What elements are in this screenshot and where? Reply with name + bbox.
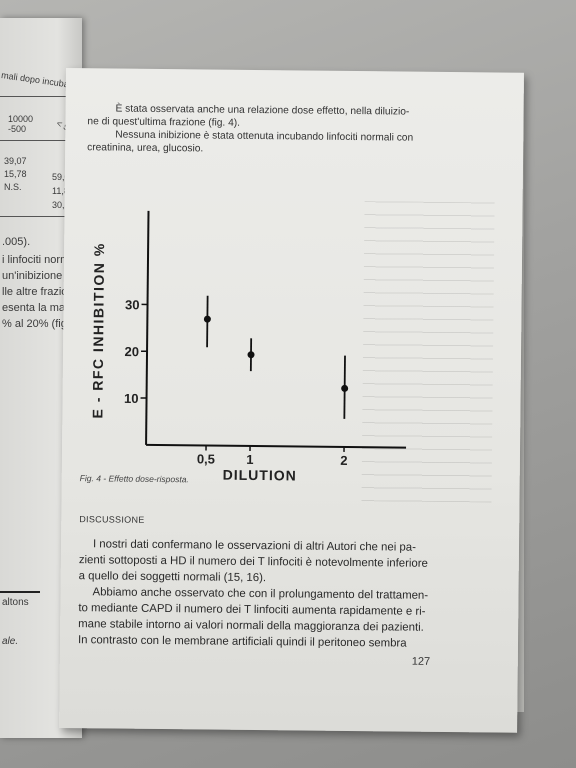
- y-tick-label: 10: [124, 391, 139, 406]
- left-text-line: i linfociti norma: [2, 254, 76, 266]
- intro-line: creatinina, urea, glucosio.: [87, 142, 204, 155]
- x-axis-line: [146, 443, 407, 449]
- page-number: 127: [411, 655, 431, 668]
- x-tick-label: 2: [340, 453, 347, 468]
- table-rule: [0, 216, 82, 217]
- left-axis-line: [0, 591, 40, 593]
- left-cell: 30,47: [52, 200, 75, 210]
- left-text-line: % al 20% (fig. 3: [2, 318, 80, 330]
- y-axis-line: [145, 210, 150, 445]
- data-point: [341, 384, 349, 392]
- x-tick-label: 1: [246, 452, 253, 467]
- left-text-line: .005).: [2, 236, 31, 248]
- x-axis-title: DILUTION: [223, 467, 297, 484]
- left-cell: N.S.: [4, 182, 22, 192]
- figure-caption: Fig. 4 - Effetto dose-risposta.: [79, 473, 189, 485]
- intro-line: ne di quest'ultima frazione (fig. 4).: [87, 116, 241, 129]
- left-cell: 11,82: [52, 186, 74, 196]
- left-text-line: lle altre frazion: [2, 286, 74, 298]
- right-page: È stata osservata anche una relazione do…: [59, 68, 524, 733]
- table-rule: [0, 140, 82, 141]
- y-tick-label: 30: [125, 297, 140, 312]
- left-cell: 59,04: [52, 172, 75, 182]
- data-point: [247, 351, 255, 359]
- left-text-line: esenta la mass: [2, 302, 76, 314]
- left-cell: -500: [8, 124, 27, 134]
- left-cell: 39,07: [4, 156, 27, 166]
- x-tick-label: 0,5: [197, 451, 215, 466]
- discussion-line: a quello dei soggetti normali (15, 16).: [78, 570, 267, 585]
- left-cell: 10000: [8, 114, 34, 124]
- y-axis-title: E - RFC INHIBITION %: [89, 242, 107, 418]
- table-rule: [0, 96, 82, 97]
- data-point: [203, 315, 211, 323]
- left-text-line: ale.: [2, 636, 19, 647]
- left-cell: 15,78: [4, 169, 27, 179]
- y-tick-label: 20: [124, 344, 139, 359]
- discussion-line: In contrasto con le membrane artificiali…: [77, 634, 407, 650]
- dose-response-chart: 10 20 30 0,5 1 2 DILUTION E - RFC INHIBITION %: [89, 210, 407, 484]
- left-text-line: altons: [2, 597, 29, 608]
- left-text-line: un'inibizione ch: [2, 270, 77, 282]
- section-heading: DISCUSSIONE: [79, 514, 145, 525]
